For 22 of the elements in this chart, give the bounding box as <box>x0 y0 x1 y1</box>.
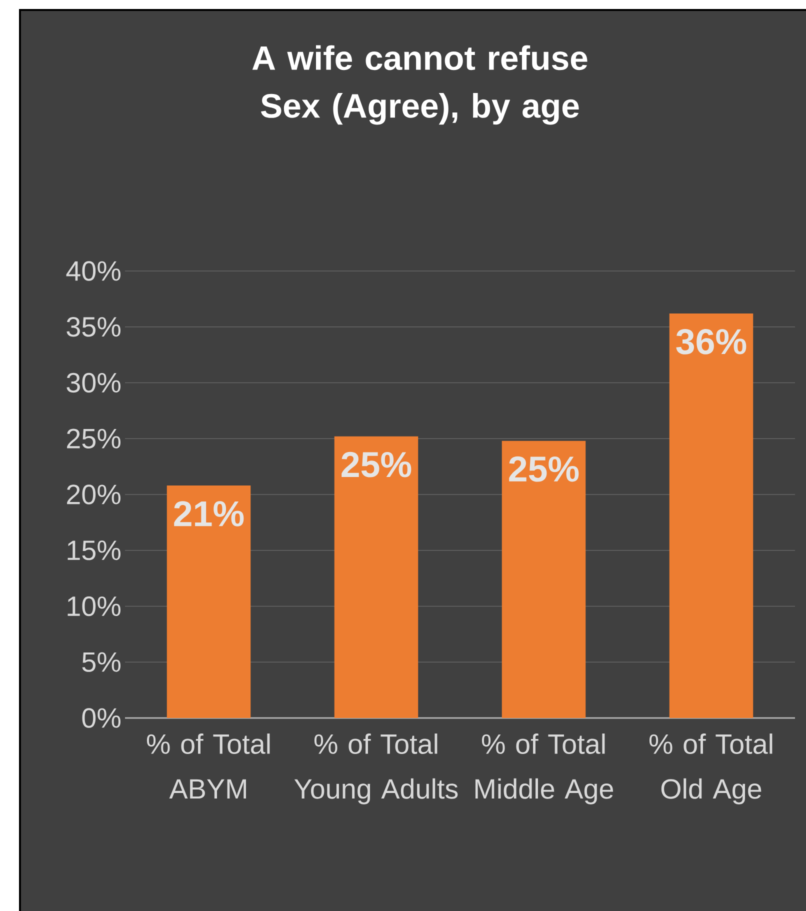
data-label: 25% <box>509 456 579 482</box>
y-tick-label: 10% <box>68 596 120 616</box>
y-tick-label: 40% <box>66 261 120 281</box>
bar <box>669 313 754 718</box>
y-tick-label: 35% <box>66 317 120 337</box>
bar <box>334 436 418 718</box>
x-tick-label: % of Total Old Age <box>649 734 772 804</box>
x-tick-label: % of Total ABYM <box>146 734 270 799</box>
data-label: 25% <box>342 452 412 478</box>
y-tick-label: 15% <box>68 540 120 560</box>
chart-title: A wife cannot refuse Sex (Agree), by age <box>252 45 588 125</box>
y-tick-label: 30% <box>66 372 120 393</box>
y-tick-label: 0% <box>82 708 120 728</box>
x-tick-label: % of Total Young Adults <box>294 734 458 804</box>
bar <box>502 440 586 718</box>
y-tick-label: 5% <box>82 652 120 672</box>
x-tick-label: % of Total Middle Age <box>475 734 614 804</box>
y-tick-label: 25% <box>67 428 120 448</box>
bar <box>166 486 251 718</box>
data-label: 36% <box>676 328 746 354</box>
y-tick-label: 20% <box>67 484 120 504</box>
data-label: 21% <box>174 501 244 526</box>
